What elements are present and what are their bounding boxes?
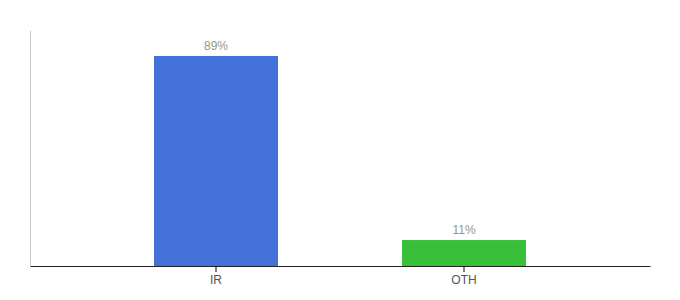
data-label: 89% (204, 39, 228, 53)
x-tick-mark (464, 266, 465, 272)
data-label: 11% (452, 223, 475, 237)
x-tick-label: IR (210, 273, 222, 287)
y-axis-line (30, 31, 31, 267)
x-tick-label: OTH (451, 273, 476, 287)
x-tick: OTH (451, 266, 476, 287)
chart: IR OTH 89% 11% (0, 0, 680, 300)
x-axis-line (31, 266, 651, 267)
x-tick: IR (210, 266, 222, 287)
bar (154, 56, 278, 266)
x-axis: IR OTH (31, 266, 651, 287)
data-labels: 89% 11% (204, 39, 476, 237)
bar (402, 240, 526, 266)
bars (154, 56, 526, 266)
y-axis (30, 31, 31, 267)
plot: IR OTH 89% 11% (31, 31, 651, 287)
x-tick-mark (216, 266, 217, 272)
